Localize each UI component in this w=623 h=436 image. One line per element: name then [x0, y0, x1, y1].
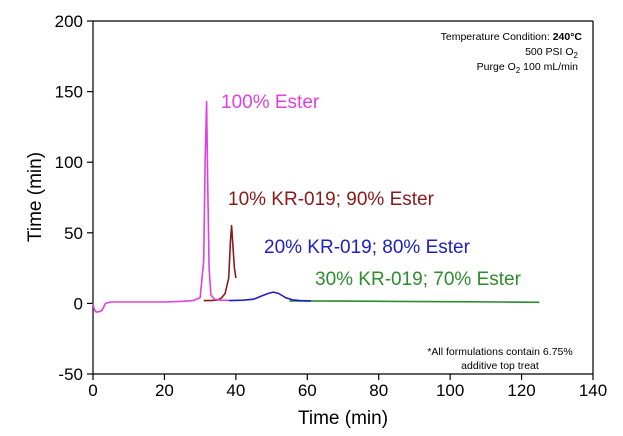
y-tick-label: 150 — [55, 83, 83, 102]
series-line-2 — [228, 291, 311, 302]
x-ticks: 0 20 40 60 80 100 120 140 — [88, 374, 607, 400]
purge-condition: Purge O2 100 mL/min — [477, 61, 578, 75]
y-tick-label: -50 — [58, 365, 83, 384]
x-tick-label: 80 — [369, 381, 388, 400]
temperature-condition: Temperature Condition: 240°C — [441, 31, 583, 43]
y-ticks: -50 0 50 100 150 200 — [55, 12, 93, 384]
y-tick-label: 50 — [64, 224, 83, 243]
x-tick-label: 120 — [507, 381, 535, 400]
y-tick-label: 0 — [74, 294, 83, 313]
footnote-line-1: *All formulations contain 6.75% — [427, 346, 572, 358]
x-tick-label: 100 — [436, 381, 464, 400]
x-tick-label: 40 — [226, 381, 245, 400]
series-label-100-ester: 100% Ester — [221, 92, 320, 113]
y-tick-label: 200 — [55, 12, 83, 31]
x-tick-label: 0 — [88, 381, 97, 400]
series-label-30-kr019: 30% KR-019; 70% Ester — [315, 269, 522, 290]
footnote: *All formulations contain 6.75% additive… — [427, 346, 572, 372]
series-label-10-kr019: 10% KR-019; 90% Ester — [228, 189, 435, 210]
series-layer — [92, 100, 540, 313]
series-line-3 — [289, 300, 540, 304]
x-tick-label: 20 — [155, 381, 174, 400]
plot-frame — [92, 20, 594, 375]
pressure-condition: 500 PSI O2 — [525, 46, 578, 60]
y-tick-label: 100 — [55, 153, 83, 172]
conditions-annotation: Temperature Condition: 240°C 500 PSI O2 … — [441, 31, 583, 75]
footnote-line-2: additive top treat — [461, 360, 539, 372]
x-tick-label: 140 — [579, 381, 607, 400]
x-axis-label: Time (min) — [298, 408, 388, 429]
series-line-0 — [92, 100, 229, 313]
y-axis-label: Time (min) — [25, 152, 46, 242]
series-label-20-kr019: 20% KR-019; 80% Ester — [264, 237, 471, 258]
x-tick-label: 60 — [298, 381, 317, 400]
